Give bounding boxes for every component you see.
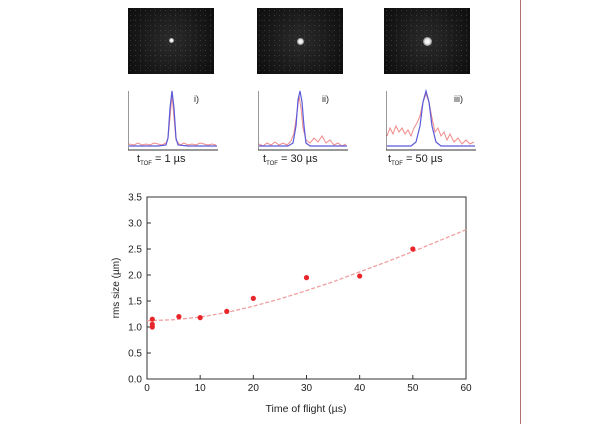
tof-label-2: tTOF = 30 µs <box>263 153 318 168</box>
data-point <box>303 275 310 281</box>
divider-line <box>520 0 521 424</box>
x-axis-label: Time of flight (µs) <box>266 403 347 415</box>
x-tick-label: 20 <box>248 383 260 394</box>
x-tick-label: 50 <box>407 383 419 394</box>
y-tick-label: 3.5 <box>128 193 142 204</box>
x-tick-label: 0 <box>144 383 150 394</box>
data-point <box>149 324 155 330</box>
atom-cloud-spot <box>423 37 432 46</box>
data-point <box>250 295 256 301</box>
measured-profile-line <box>129 90 217 147</box>
x-tick-label: 60 <box>460 383 472 394</box>
tof-label-1: tTOF = 1 µs <box>137 153 186 168</box>
data-point <box>197 315 203 321</box>
chart-axes: 0 10 20 30 40 50 60 0.0 0.5 1.0 1.5 2.0 2.5 3.0 3.5 <box>128 193 472 395</box>
y-tick-label: 0.5 <box>128 349 142 360</box>
panel-numeral: ii) <box>322 94 329 104</box>
camera-image-3 <box>384 8 470 74</box>
data-points-group <box>149 246 416 330</box>
data-point <box>224 308 230 314</box>
fit-curve <box>146 229 467 322</box>
y-axis-label: rms size (µm) <box>111 258 122 319</box>
plot-frame <box>146 196 467 380</box>
camera-image-1 <box>128 8 214 74</box>
atom-cloud-spot <box>297 38 304 45</box>
panel-numeral: iii) <box>454 94 463 104</box>
y-tick-label: 1.0 <box>128 323 142 334</box>
data-point <box>410 246 416 252</box>
y-tick-label: 3.0 <box>128 219 142 230</box>
y-tick-label: 2.0 <box>128 271 142 282</box>
fit-profile-line <box>258 95 347 147</box>
y-tick-label: 0.0 <box>128 375 142 386</box>
data-point <box>357 273 363 279</box>
profile-trace-2: ii) <box>258 90 348 151</box>
y-tick-label: 1.5 <box>128 297 142 308</box>
measured-profile-line <box>387 88 475 147</box>
measured-profile-line <box>259 90 347 147</box>
data-point <box>149 316 155 322</box>
data-point <box>176 314 182 320</box>
atom-cloud-spot <box>169 38 174 43</box>
camera-image-2 <box>257 8 343 74</box>
profile-trace-3: iii) <box>386 88 476 151</box>
panel-numeral: i) <box>194 94 199 104</box>
profile-trace-1: i) <box>128 90 218 151</box>
y-tick-label: 2.5 <box>128 245 142 256</box>
x-tick-label: 30 <box>301 383 313 394</box>
fit-curve-group <box>146 229 467 322</box>
tof-label-3: tTOF = 50 µs <box>388 153 443 168</box>
x-tick-label: 40 <box>354 383 366 394</box>
x-tick-label: 10 <box>195 383 207 394</box>
